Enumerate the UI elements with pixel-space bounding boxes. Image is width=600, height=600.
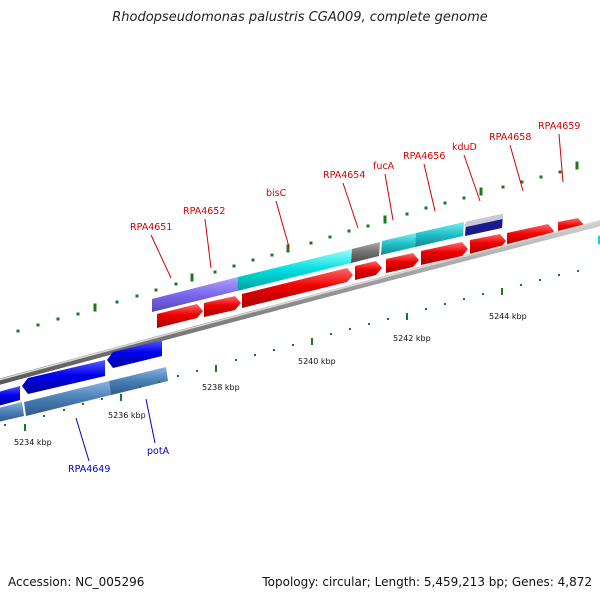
scale-label-5244: 5244 kbp [489, 312, 527, 321]
scale-tick-track [4, 270, 579, 431]
gene-label-rpa4659[interactable]: RPA4659 [538, 121, 580, 132]
scale-label-5236: 5236 kbp [108, 411, 146, 420]
gene-label-kdud[interactable]: kduD [452, 142, 477, 153]
bottom-label-leaders [75, 398, 156, 462]
cog-block-rpa4651[interactable] [152, 277, 238, 312]
gene-label-rpa4652[interactable]: RPA4652 [183, 206, 225, 217]
scale-label-5242: 5242 kbp [393, 334, 431, 343]
cog-block-kdud-highlight [466, 214, 503, 227]
gene-label-pota[interactable]: potA [147, 446, 170, 457]
outer-category-track [152, 214, 503, 312]
outer-tick-track [16, 161, 579, 333]
cog-block-bisc[interactable] [237, 249, 352, 291]
genome-summary: Topology: circular; Length: 5,459,213 bp… [262, 575, 592, 589]
gene-label-rpa4658[interactable]: RPA4658 [489, 132, 531, 143]
gene-label-rpa4649[interactable]: RPA4649 [68, 464, 110, 475]
top-label-leaders [150, 133, 564, 279]
gene-label-rpa4656[interactable]: RPA4656 [403, 151, 445, 162]
cds-arrow-pota[interactable] [107, 340, 162, 368]
cds-arrow-rpa4652[interactable] [204, 296, 241, 317]
top-gene-labels: RPA4651 RPA4652 bisC RPA4654 fucA RPA465… [130, 121, 580, 233]
scale-label-5240: 5240 kbp [298, 357, 336, 366]
genome-backbone [0, 220, 600, 385]
inner-category-track [0, 367, 168, 422]
cog-block-rpa4649[interactable] [24, 381, 111, 416]
reverse-cds-track [0, 340, 162, 406]
scale-label-5234: 5234 kbp [14, 438, 52, 447]
gene-label-rpa4651[interactable]: RPA4651 [130, 222, 172, 233]
gene-label-bisc[interactable]: bisC [266, 188, 287, 199]
cog-block-rpa4656[interactable] [415, 222, 464, 247]
cog-block-pota[interactable] [109, 367, 168, 395]
cog-block-rpa4654[interactable] [351, 242, 380, 263]
gene-label-rpa4654[interactable]: RPA4654 [323, 170, 365, 181]
gene-label-fuca[interactable]: fucA [373, 161, 395, 172]
cds-arrow-rpa4654[interactable] [355, 261, 382, 280]
scale-label-5238: 5238 kbp [202, 383, 240, 392]
scale-labels: 5234 kbp 5236 kbp 5238 kbp 5240 kbp 5242… [14, 312, 527, 447]
bottom-gene-labels: RPA4649 potA [68, 446, 170, 475]
cds-arrow-bisc[interactable] [242, 268, 353, 308]
cog-block-fuca[interactable] [381, 233, 416, 255]
cds-arrow-reverse-partial[interactable] [0, 386, 20, 406]
cds-arrow-kdud[interactable] [470, 234, 506, 254]
genome-title: Rhodopseudomonas palustris CGA009, compl… [112, 10, 488, 25]
cog-block-reverse-partial[interactable] [0, 402, 24, 422]
forward-cds-track [157, 218, 600, 328]
cds-arrow-rpa4651[interactable] [157, 304, 203, 328]
accession-label: Accession: NC_005296 [8, 575, 145, 589]
cds-arrow-rpa4649-upper[interactable] [22, 360, 105, 394]
cds-arrow-fuca[interactable] [386, 253, 419, 273]
cds-arrow-rpa4656[interactable] [421, 242, 468, 265]
